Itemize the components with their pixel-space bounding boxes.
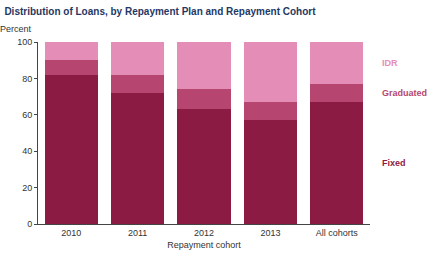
svg-text:2013: 2013 — [260, 228, 280, 238]
svg-text:2011: 2011 — [128, 228, 147, 238]
svg-text:Repayment cohort: Repayment cohort — [167, 240, 241, 250]
svg-text:All cohorts: All cohorts — [316, 228, 359, 238]
svg-text:Percent: Percent — [0, 24, 32, 34]
svg-text:2012: 2012 — [194, 228, 214, 238]
svg-text:20: 20 — [22, 183, 32, 193]
svg-text:0: 0 — [27, 219, 32, 229]
svg-text:IDR: IDR — [382, 58, 398, 68]
svg-text:2010: 2010 — [61, 228, 81, 238]
svg-text:100: 100 — [17, 37, 32, 47]
svg-text:40: 40 — [22, 146, 32, 156]
svg-text:Fixed: Fixed — [382, 158, 406, 168]
svg-text:60: 60 — [22, 110, 32, 120]
svg-text:Graduated: Graduated — [382, 88, 427, 98]
svg-text:80: 80 — [22, 74, 32, 84]
svg-text:Distribution of Loans, by Repa: Distribution of Loans, by Repayment Plan… — [4, 6, 316, 17]
